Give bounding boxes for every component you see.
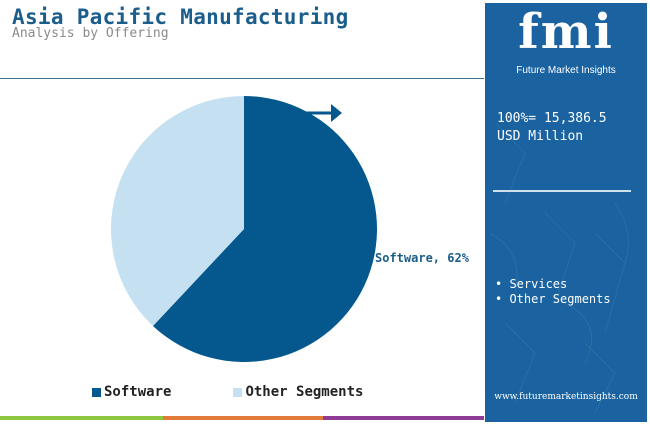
segment-label: Other Segments [509, 292, 611, 306]
header-divider [0, 78, 484, 79]
pie-slice-software [152, 96, 377, 362]
total-line-2: USD Million [497, 129, 584, 144]
callout-arrow [304, 104, 342, 122]
logo-subtitle: Future Market Insights [516, 65, 616, 76]
pie-chart: Software, 62% [110, 96, 470, 362]
page-subtitle: Analysis by Offering [12, 26, 169, 41]
data-label-software: Software, 62% [375, 251, 470, 265]
strip-green [0, 416, 163, 420]
website-link[interactable]: www.futuremarketinsights.com [494, 392, 638, 402]
segment-item: • Other Segments [495, 292, 611, 306]
total-value: 100%= 15,386.5 USD Million [497, 110, 647, 146]
panel-texture [489, 122, 629, 414]
fmi-logo: fmi [518, 4, 614, 60]
info-panel: fmi Future Market Insights 100%= 15,386.… [485, 3, 647, 422]
legend-label-software: Software [104, 384, 172, 400]
panel-divider [493, 190, 631, 192]
page-title: Asia Pacific Manufacturing [12, 5, 349, 29]
legend-label-other-segments: Other Segments [245, 384, 364, 400]
pie-slice-other-segments [110, 96, 244, 326]
segment-list: • Services • Other Segments [495, 277, 611, 307]
legend-swatch-software [92, 387, 101, 397]
chart-legend: Software Other Segments [92, 384, 425, 400]
strip-orange [163, 416, 323, 420]
legend-item-other-segments: Other Segments [233, 384, 363, 400]
legend-item-software: Software [92, 384, 171, 400]
strip-purple [323, 416, 484, 420]
total-line-1: 100%= 15,386.5 [497, 111, 607, 126]
segment-item: • Services [495, 277, 568, 291]
color-strip [0, 416, 484, 420]
segment-label: Services [509, 277, 568, 291]
legend-swatch-other-segments [233, 387, 243, 397]
